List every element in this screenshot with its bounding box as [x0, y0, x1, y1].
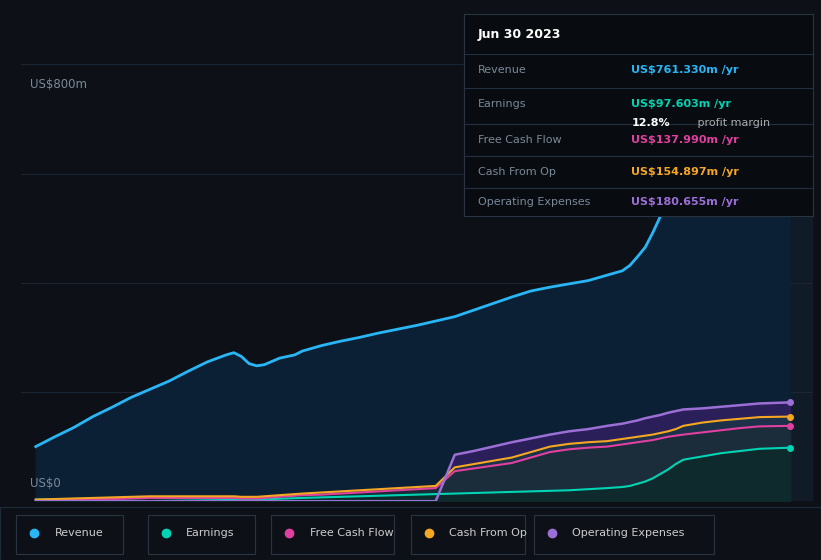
- Text: Operating Expenses: Operating Expenses: [478, 198, 590, 208]
- Text: Cash From Op: Cash From Op: [478, 167, 556, 178]
- Text: Earnings: Earnings: [478, 99, 526, 109]
- FancyBboxPatch shape: [271, 515, 394, 554]
- FancyBboxPatch shape: [534, 515, 714, 554]
- FancyBboxPatch shape: [410, 515, 525, 554]
- Text: US$180.655m /yr: US$180.655m /yr: [631, 198, 739, 208]
- Text: Earnings: Earnings: [186, 529, 235, 538]
- Text: profit margin: profit margin: [695, 118, 770, 128]
- Text: Operating Expenses: Operating Expenses: [572, 529, 685, 538]
- Text: 12.8%: 12.8%: [631, 118, 670, 128]
- Text: Revenue: Revenue: [55, 529, 103, 538]
- FancyBboxPatch shape: [148, 515, 255, 554]
- FancyBboxPatch shape: [16, 515, 123, 554]
- Text: US$761.330m /yr: US$761.330m /yr: [631, 66, 739, 76]
- Text: US$137.990m /yr: US$137.990m /yr: [631, 135, 739, 145]
- Text: US$154.897m /yr: US$154.897m /yr: [631, 167, 739, 178]
- Text: Revenue: Revenue: [478, 66, 526, 76]
- Text: Jun 30 2023: Jun 30 2023: [478, 28, 562, 41]
- Text: Free Cash Flow: Free Cash Flow: [478, 135, 562, 145]
- Text: US$97.603m /yr: US$97.603m /yr: [631, 99, 732, 109]
- Bar: [755, 64, 813, 501]
- Text: Free Cash Flow: Free Cash Flow: [310, 529, 393, 538]
- Text: US$800m: US$800m: [30, 77, 87, 91]
- Text: Cash From Op: Cash From Op: [449, 529, 527, 538]
- Text: US$0: US$0: [30, 477, 61, 491]
